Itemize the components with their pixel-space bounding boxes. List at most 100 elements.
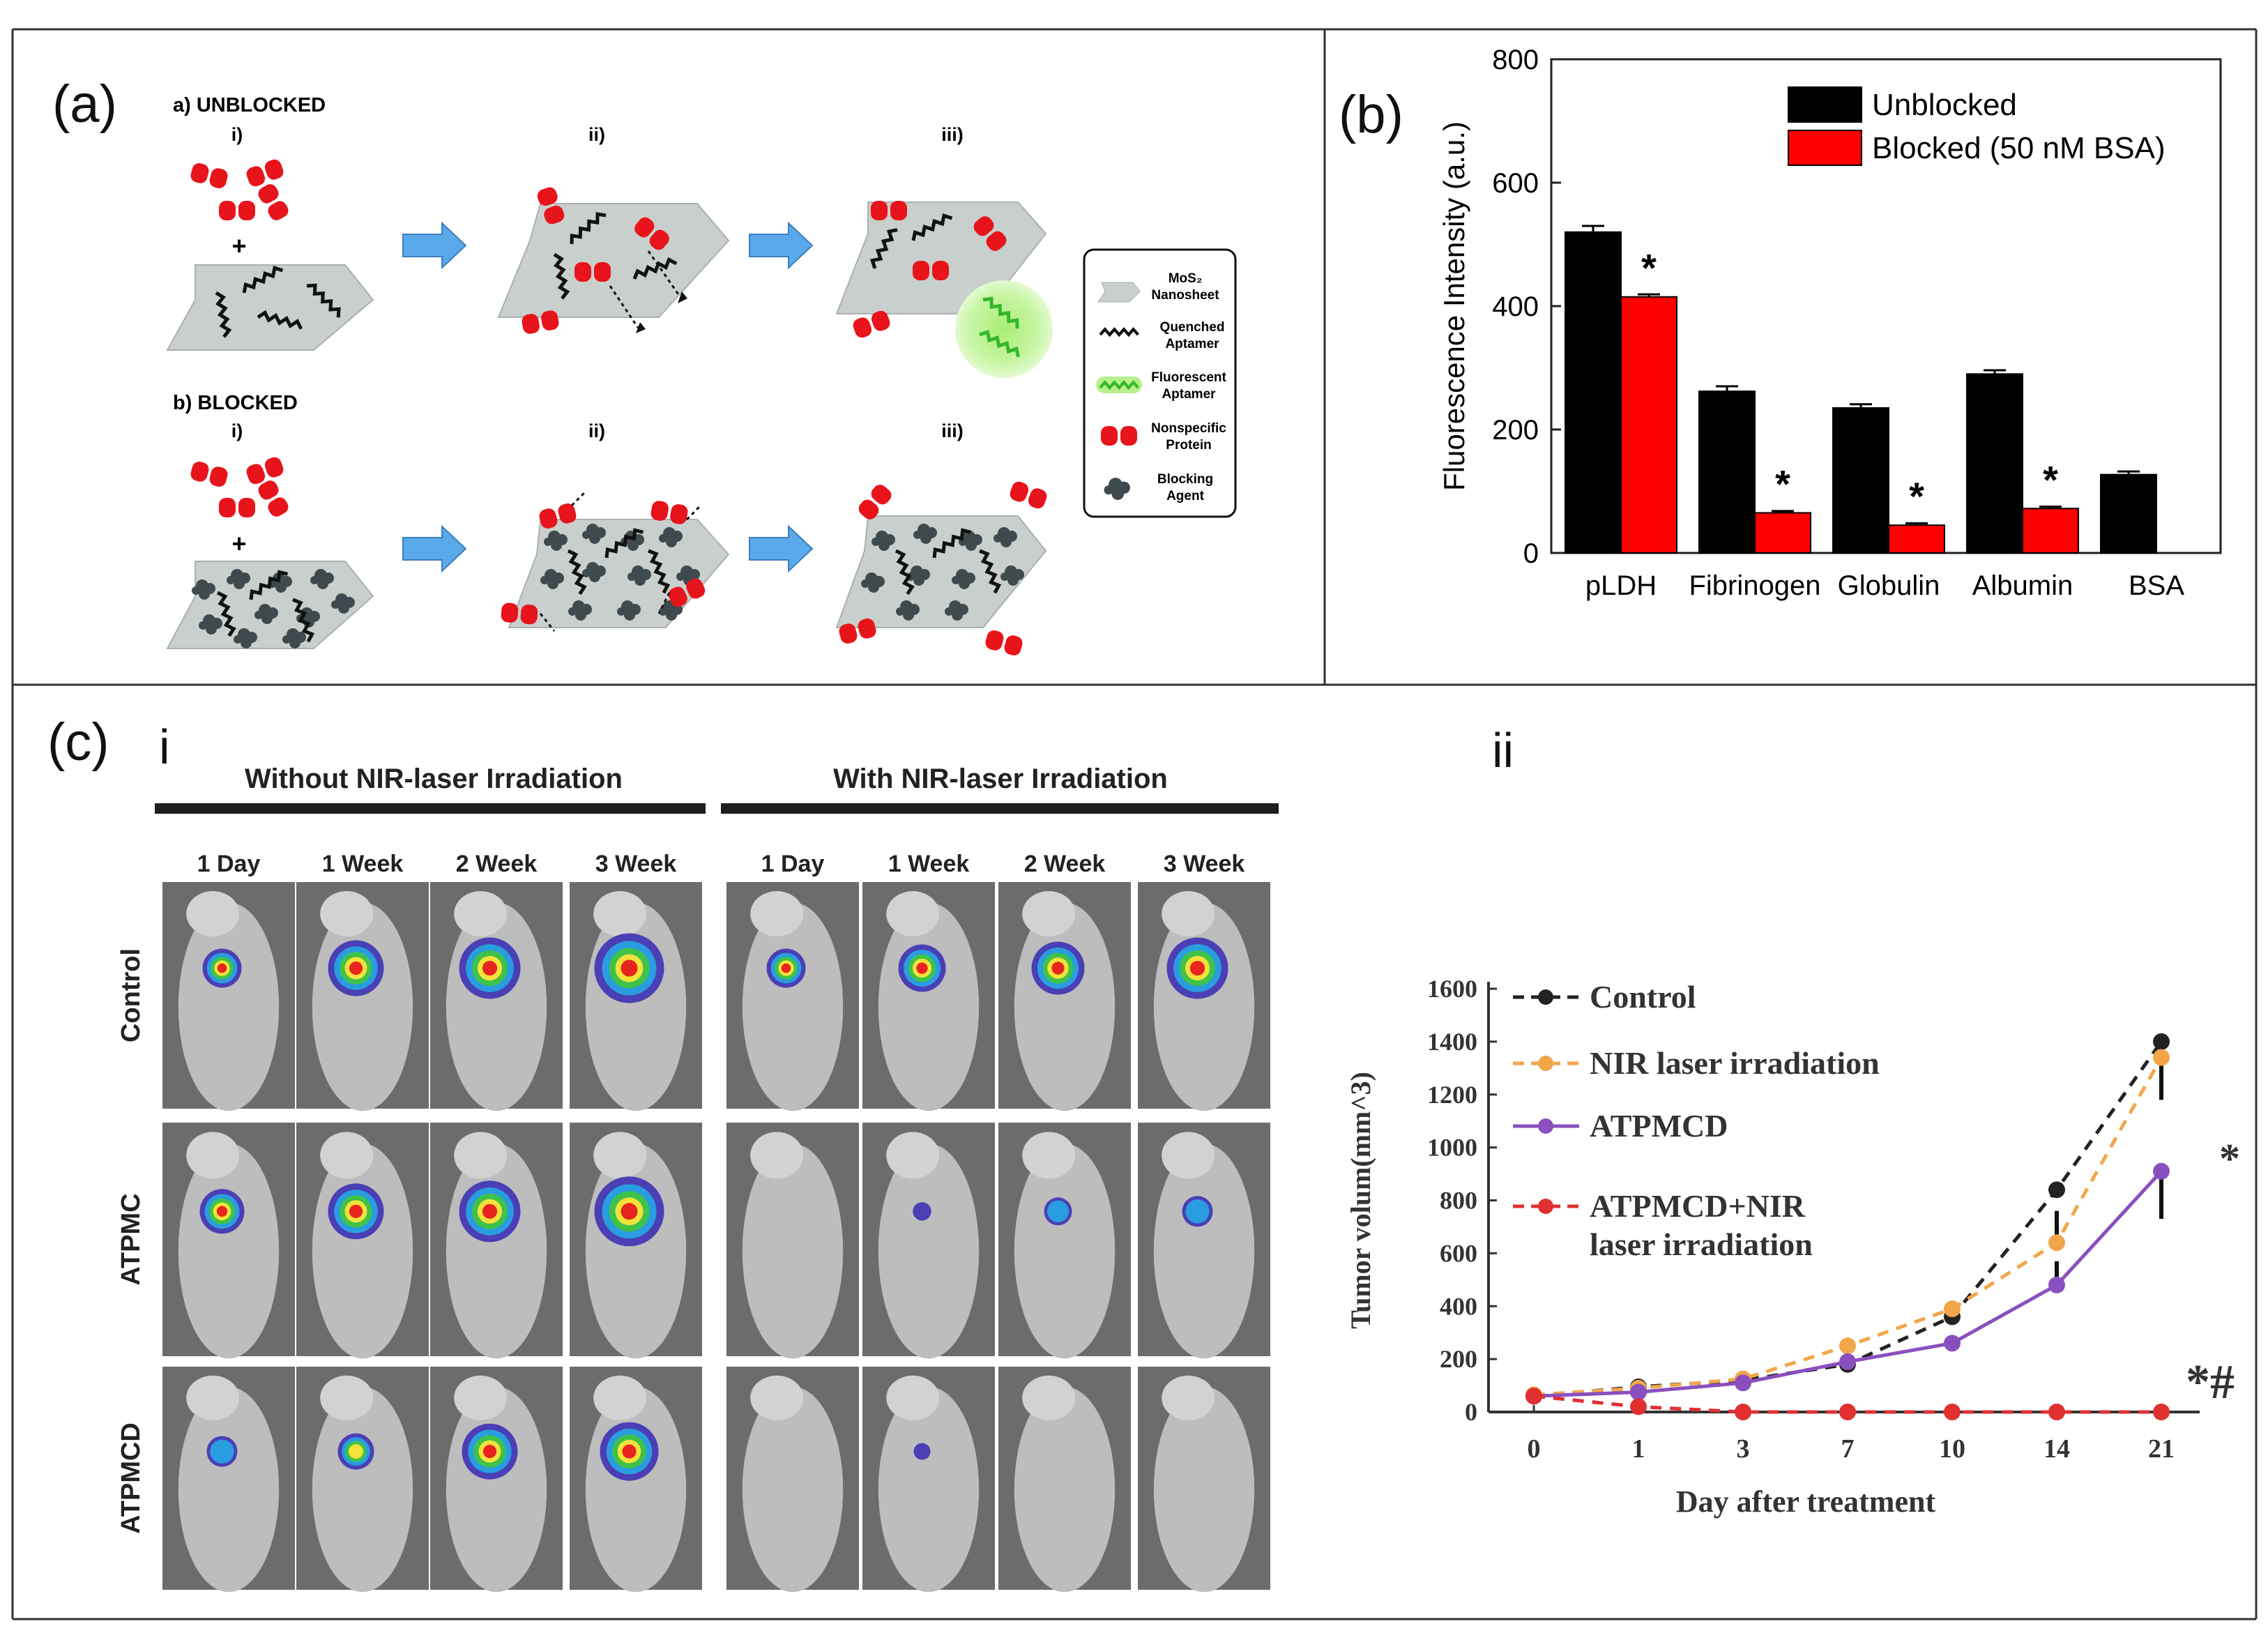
unblocked-i: [166, 157, 374, 351]
mouse-image-cell: [726, 1123, 859, 1359]
mouse-body: [312, 1386, 413, 1593]
release-arrowhead-icon: [678, 291, 687, 303]
sub-label-i: i: [159, 720, 170, 774]
legend-blocking-line1: Blocking: [1157, 472, 1213, 487]
bioluminescence-peak: [349, 961, 363, 975]
fluorescence-bar-chart: 0 200 400 600 800 Fluorescence Intensity (a.u…: [1438, 45, 2222, 601]
unblocked-title: a) UNBLOCKED: [173, 94, 326, 116]
data-point: [1839, 1353, 1856, 1370]
mouse-body: [312, 1144, 413, 1359]
step-label-ii-top: ii): [588, 124, 605, 145]
mouse-image-cell: [296, 882, 429, 1111]
bar-Fibrinogen-blocked: [1754, 512, 1811, 554]
time-point-label: 2 Week: [1024, 851, 1106, 877]
bioluminescence-peak: [781, 963, 791, 973]
data-point: [2048, 1276, 2065, 1293]
mouse-image-cell: [162, 1367, 295, 1593]
data-point: [1735, 1404, 1751, 1420]
deflection-path: [570, 490, 587, 507]
mouse-image-cell: [1138, 1367, 1270, 1593]
mouse-image-cell: [998, 1123, 1131, 1359]
protein-icon: [244, 157, 286, 189]
arrow-icon: [749, 526, 813, 572]
arrow-icon: [402, 526, 466, 572]
mouse-body: [1153, 902, 1255, 1111]
arrow-icon: [749, 222, 813, 268]
mouse-body: [878, 1144, 980, 1359]
mouse-image-cell: [162, 882, 295, 1111]
mouse-head: [886, 1132, 940, 1179]
annotation-star: *: [2219, 1136, 2240, 1182]
y-tick-label: 0: [1465, 1398, 1477, 1426]
legend-label: Control: [1590, 979, 1696, 1015]
release-path: [647, 250, 681, 297]
bioluminescence-peak: [916, 962, 928, 974]
legend-label: laser irradiation: [1590, 1227, 1813, 1262]
legend-blocking-line2: Agent: [1166, 489, 1205, 503]
bioluminescence-mid: [1047, 1200, 1070, 1222]
mouse-body: [585, 1386, 687, 1593]
bioluminescence-peak: [217, 963, 227, 973]
bioluminescence-mid: [1185, 1199, 1210, 1224]
data-point: [1944, 1300, 1961, 1318]
legend-label: ATPMCD: [1590, 1108, 1728, 1144]
x-tick-label: 3: [1737, 1434, 1750, 1464]
arrow-icon: [402, 222, 466, 268]
mouse-image-cell: [570, 882, 702, 1111]
mouse-body: [178, 1386, 280, 1593]
mouse-body: [742, 1144, 844, 1359]
mos2-nanosheet: [166, 264, 374, 351]
data-point: [1839, 1337, 1856, 1355]
row-label-ATPMC: ATPMC: [116, 1193, 146, 1285]
x-tick-label: 10: [1939, 1434, 1965, 1464]
schematic-legend: MoS₂ Nanosheet Quenched Aptamer Fluoresc…: [1083, 248, 1237, 518]
mouse-head: [186, 1132, 240, 1179]
step-label-iii-top: iii): [941, 124, 964, 145]
mouse-body: [446, 1144, 547, 1359]
mouse-head: [750, 1132, 804, 1179]
x-tick-label: 14: [2044, 1434, 2070, 1464]
legend-protein-line1: Nonspecific: [1151, 421, 1226, 436]
bioluminescence-peak: [1189, 960, 1205, 976]
mouse-body: [1014, 902, 1116, 1111]
y-tick-label: 0: [1523, 538, 1539, 569]
plus-sign-top: +: [231, 231, 246, 260]
data-point: [2153, 1033, 2170, 1050]
legend-label: Unblocked: [1872, 88, 2017, 122]
blocked-i: [166, 455, 374, 649]
mouse-head: [1162, 891, 1215, 936]
x-axis-label: Day after treatment: [1676, 1485, 1936, 1519]
y-tick-label: 600: [1440, 1239, 1477, 1267]
mouse-body: [312, 902, 413, 1111]
y-tick-label: 1200: [1427, 1081, 1477, 1109]
sub-label-ii: ii: [1492, 723, 1514, 777]
significance-star: *: [1775, 462, 1790, 506]
mouse-image-cell: [570, 1123, 702, 1359]
bar-Globulin-unblocked: [1832, 407, 1889, 554]
mouse-head: [320, 891, 374, 936]
mouse-head: [886, 1375, 940, 1420]
y-tick-label: 1400: [1427, 1028, 1477, 1056]
legend-marker: [1538, 1056, 1553, 1071]
protein-icon: [255, 478, 291, 519]
mouse-image-cell: [430, 882, 563, 1111]
data-point: [1735, 1374, 1751, 1392]
bioluminescence-peak: [482, 960, 498, 976]
bioluminescence-peak: [621, 1203, 638, 1220]
mouse-body: [178, 902, 280, 1111]
bar-BSA-unblocked: [2100, 473, 2157, 554]
unblocked-iii: [835, 201, 1053, 378]
bioluminescence-core: [349, 1444, 363, 1459]
mouse-head: [454, 891, 508, 936]
y-tick-label: 600: [1492, 168, 1539, 199]
mouse-head: [320, 1132, 374, 1179]
row-label-ATPMCD: ATPMCD: [116, 1422, 146, 1534]
x-tick-label: 0: [1528, 1434, 1541, 1464]
row-label-Control: Control: [116, 948, 146, 1042]
data-point: [2048, 1404, 2065, 1420]
legend-nanosheet-line1: MoS₂: [1169, 271, 1203, 286]
data-point: [2153, 1049, 2170, 1066]
bioluminescence-peak: [621, 959, 638, 977]
mouse-head: [886, 891, 940, 936]
